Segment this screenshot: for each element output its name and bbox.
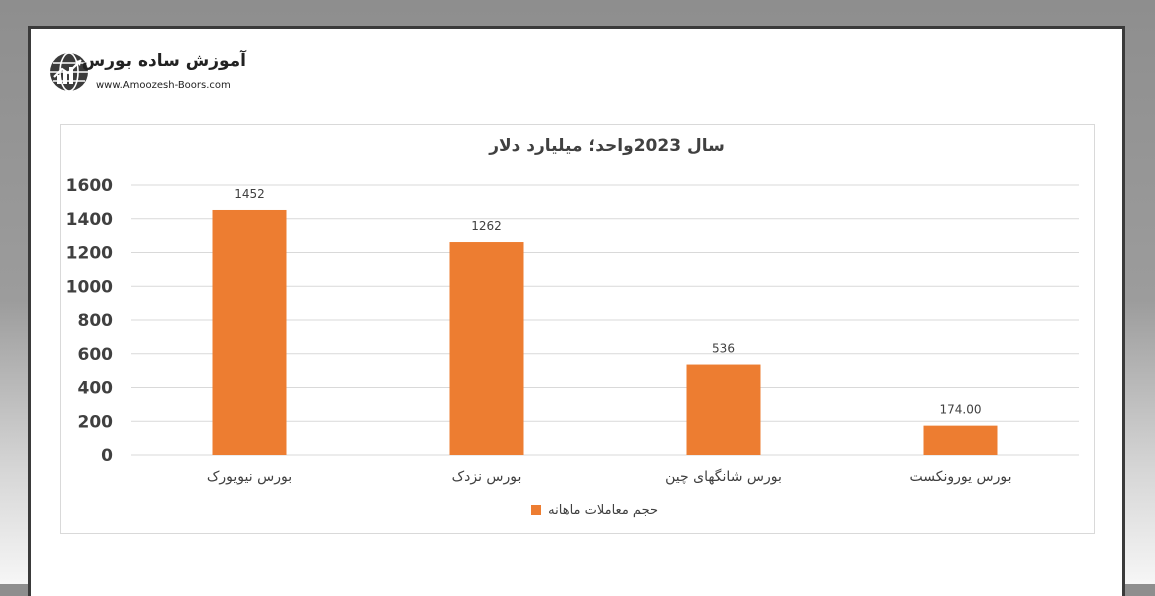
chart-title: سال 2023واحد؛ میلیارد دلار xyxy=(488,136,725,156)
bar xyxy=(212,209,287,455)
bar xyxy=(923,425,998,455)
y-tick-label: 400 xyxy=(78,379,114,399)
chart-card: آموزش ساده بورس www.Amoozesh-Boors.com س… xyxy=(28,26,1125,596)
legend: حجم معاملات ماهانه xyxy=(531,503,658,518)
y-tick-label: 200 xyxy=(78,412,114,432)
x-tick-label: بورس یورونکست xyxy=(910,469,1012,485)
x-tick-label: بورس شانگهای چین xyxy=(665,468,782,485)
bar-chart: سال 2023واحد؛ میلیارد دلار 0 200 400 600 800… xyxy=(66,136,1079,518)
brand-logo: آموزش ساده بورس www.Amoozesh-Boors.com xyxy=(48,49,258,99)
bar xyxy=(686,364,761,455)
data-label: 174.00 xyxy=(940,403,982,417)
data-label: 1452 xyxy=(234,187,265,201)
y-tick-label: 1000 xyxy=(66,277,113,297)
brand-url: www.Amoozesh-Boors.com xyxy=(96,80,231,91)
y-tick-label: 0 xyxy=(101,446,113,466)
plot-area: سال 2023واحد؛ میلیارد دلار 0 200 400 600 800… xyxy=(60,124,1095,534)
legend-swatch xyxy=(531,505,541,515)
y-tick-label: 1200 xyxy=(66,244,113,264)
bar xyxy=(449,242,524,455)
y-tick-label: 1400 xyxy=(66,210,113,230)
legend-label: حجم معاملات ماهانه xyxy=(548,503,658,518)
brand-title: آموزش ساده بورس xyxy=(81,51,246,71)
y-tick-label: 1600 xyxy=(66,176,113,196)
data-label: 1262 xyxy=(471,219,502,233)
globe-chart-icon xyxy=(50,52,88,92)
data-label: 536 xyxy=(712,342,735,356)
x-tick-label: بورس نزدک xyxy=(452,469,522,485)
y-tick-label: 800 xyxy=(78,311,114,331)
y-tick-label: 600 xyxy=(78,345,114,365)
x-tick-label: بورس نیویورک xyxy=(207,469,292,485)
